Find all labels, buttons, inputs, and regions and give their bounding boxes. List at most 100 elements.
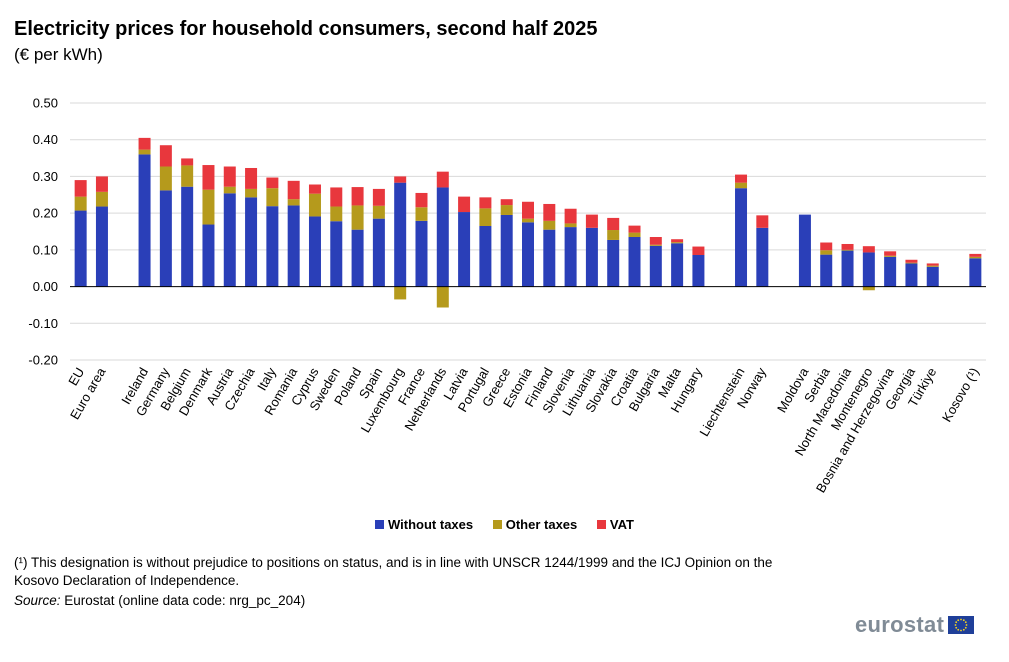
bar-vat: [500, 199, 513, 206]
chart-subtitle: (€ per kWh): [14, 45, 103, 64]
bar-without-taxes: [181, 186, 194, 287]
bar-other-taxes: [181, 165, 194, 187]
bar-without-taxes: [671, 243, 684, 287]
bar-vat: [607, 217, 620, 231]
bar-without-taxes: [692, 254, 705, 287]
bar-other-taxes: [564, 223, 577, 228]
bar-vat: [543, 203, 556, 221]
footnote: (¹) This designation is without prejudic…: [14, 555, 773, 588]
legend-label-other-taxes: Other taxes: [505, 517, 578, 532]
bar-without-taxes: [223, 193, 236, 287]
bar-vat: [138, 137, 151, 150]
bar-vat: [202, 165, 215, 190]
bar-vat: [671, 239, 684, 243]
bar-other-taxes: [138, 149, 151, 155]
bar-vat: [756, 215, 769, 228]
bar-vat: [735, 174, 748, 183]
bar-other-taxes: [884, 255, 897, 257]
bar-vat: [649, 237, 662, 245]
bar-other-taxes: [649, 244, 662, 246]
bar-other-taxes: [266, 188, 279, 207]
eu-flag-icon: [948, 616, 975, 634]
bar-without-taxes: [287, 205, 300, 287]
bar-without-taxes: [479, 225, 492, 287]
bar-other-taxes: [479, 208, 492, 226]
bar-without-taxes: [735, 188, 748, 287]
bar-vat: [95, 176, 108, 192]
bar-without-taxes: [202, 224, 215, 287]
bar-other-taxes: [436, 286, 449, 308]
bar-other-taxes: [500, 205, 513, 215]
legend-item-other-taxes: Other taxes: [492, 517, 578, 532]
bar-without-taxes: [266, 206, 279, 287]
bar-other-taxes: [820, 250, 833, 255]
bar-vat: [223, 166, 236, 187]
bar-without-taxes: [820, 254, 833, 287]
bar-without-taxes: [969, 258, 982, 287]
y-tick-label: 0.50: [33, 96, 58, 111]
bar-other-taxes: [543, 220, 556, 230]
bar-without-taxes: [394, 182, 407, 287]
bar-vat: [628, 225, 641, 233]
bar-vat: [905, 259, 918, 263]
bar-without-taxes: [372, 218, 385, 287]
legend-swatch-other-taxes: [492, 520, 502, 529]
bar-vat: [74, 180, 87, 197]
bar-without-taxes: [308, 216, 321, 287]
y-tick-label: 0.40: [33, 132, 58, 147]
bar-other-taxes: [607, 230, 620, 240]
y-tick-label: -0.10: [28, 316, 58, 331]
legend-label-without-taxes: Without taxes: [388, 517, 474, 532]
bar-other-taxes: [351, 205, 364, 230]
bar-vat: [926, 263, 939, 266]
bar-without-taxes: [862, 252, 875, 287]
bar-without-taxes: [415, 220, 428, 287]
bar-without-taxes: [649, 245, 662, 287]
x-tick-label: Kosovo (¹): [939, 365, 982, 424]
bar-without-taxes: [841, 250, 854, 287]
y-tick-label: -0.20: [28, 353, 58, 368]
bar-vat: [841, 243, 854, 250]
bar-vat: [458, 196, 471, 213]
bar-without-taxes: [628, 237, 641, 287]
bar-vat: [330, 187, 343, 207]
bar-without-taxes: [330, 221, 343, 287]
chart-legend: Without taxes Other taxes VAT: [0, 517, 1009, 532]
bar-without-taxes: [74, 210, 87, 287]
bar-other-taxes: [415, 207, 428, 221]
legend-item-without-taxes: Without taxes: [375, 517, 473, 532]
bar-vat: [287, 180, 300, 200]
bar-vat: [415, 192, 428, 208]
y-tick-label: 0.00: [33, 279, 58, 294]
bar-without-taxes: [884, 256, 897, 287]
source-label: Source:: [14, 593, 61, 608]
bar-vat: [564, 208, 577, 224]
bar-vat: [479, 197, 492, 209]
bar-vat: [969, 253, 982, 257]
source-note: Source: Eurostat (online data code: nrg_…: [14, 593, 305, 608]
bar-without-taxes: [245, 197, 258, 287]
y-tick-label: 0.10: [33, 242, 58, 257]
bar-vat: [266, 177, 279, 189]
bar-other-taxes: [862, 286, 875, 291]
bar-other-taxes: [287, 199, 300, 206]
bar-other-taxes: [202, 189, 215, 225]
bar-vat: [692, 246, 705, 255]
bar-vat: [372, 188, 385, 206]
bar-other-taxes: [905, 262, 918, 264]
legend-swatch-vat: [596, 520, 606, 529]
bar-other-taxes: [159, 166, 172, 191]
bar-without-taxes: [905, 263, 918, 287]
legend-item-vat: VAT: [596, 517, 634, 532]
bar-other-taxes: [735, 182, 748, 189]
y-tick-label: 0.20: [33, 206, 58, 221]
bar-other-taxes: [671, 242, 684, 244]
eurostat-logo: eurostat: [855, 612, 975, 638]
bar-without-taxes: [585, 227, 598, 287]
bar-other-taxes: [394, 286, 407, 300]
bar-vat: [394, 176, 407, 183]
bar-vat: [820, 242, 833, 251]
bar-vat: [308, 184, 321, 194]
bar-vat: [585, 214, 598, 228]
bar-chart: 0.500.400.300.200.100.00-0.10-0.20EUEuro…: [28, 96, 986, 495]
